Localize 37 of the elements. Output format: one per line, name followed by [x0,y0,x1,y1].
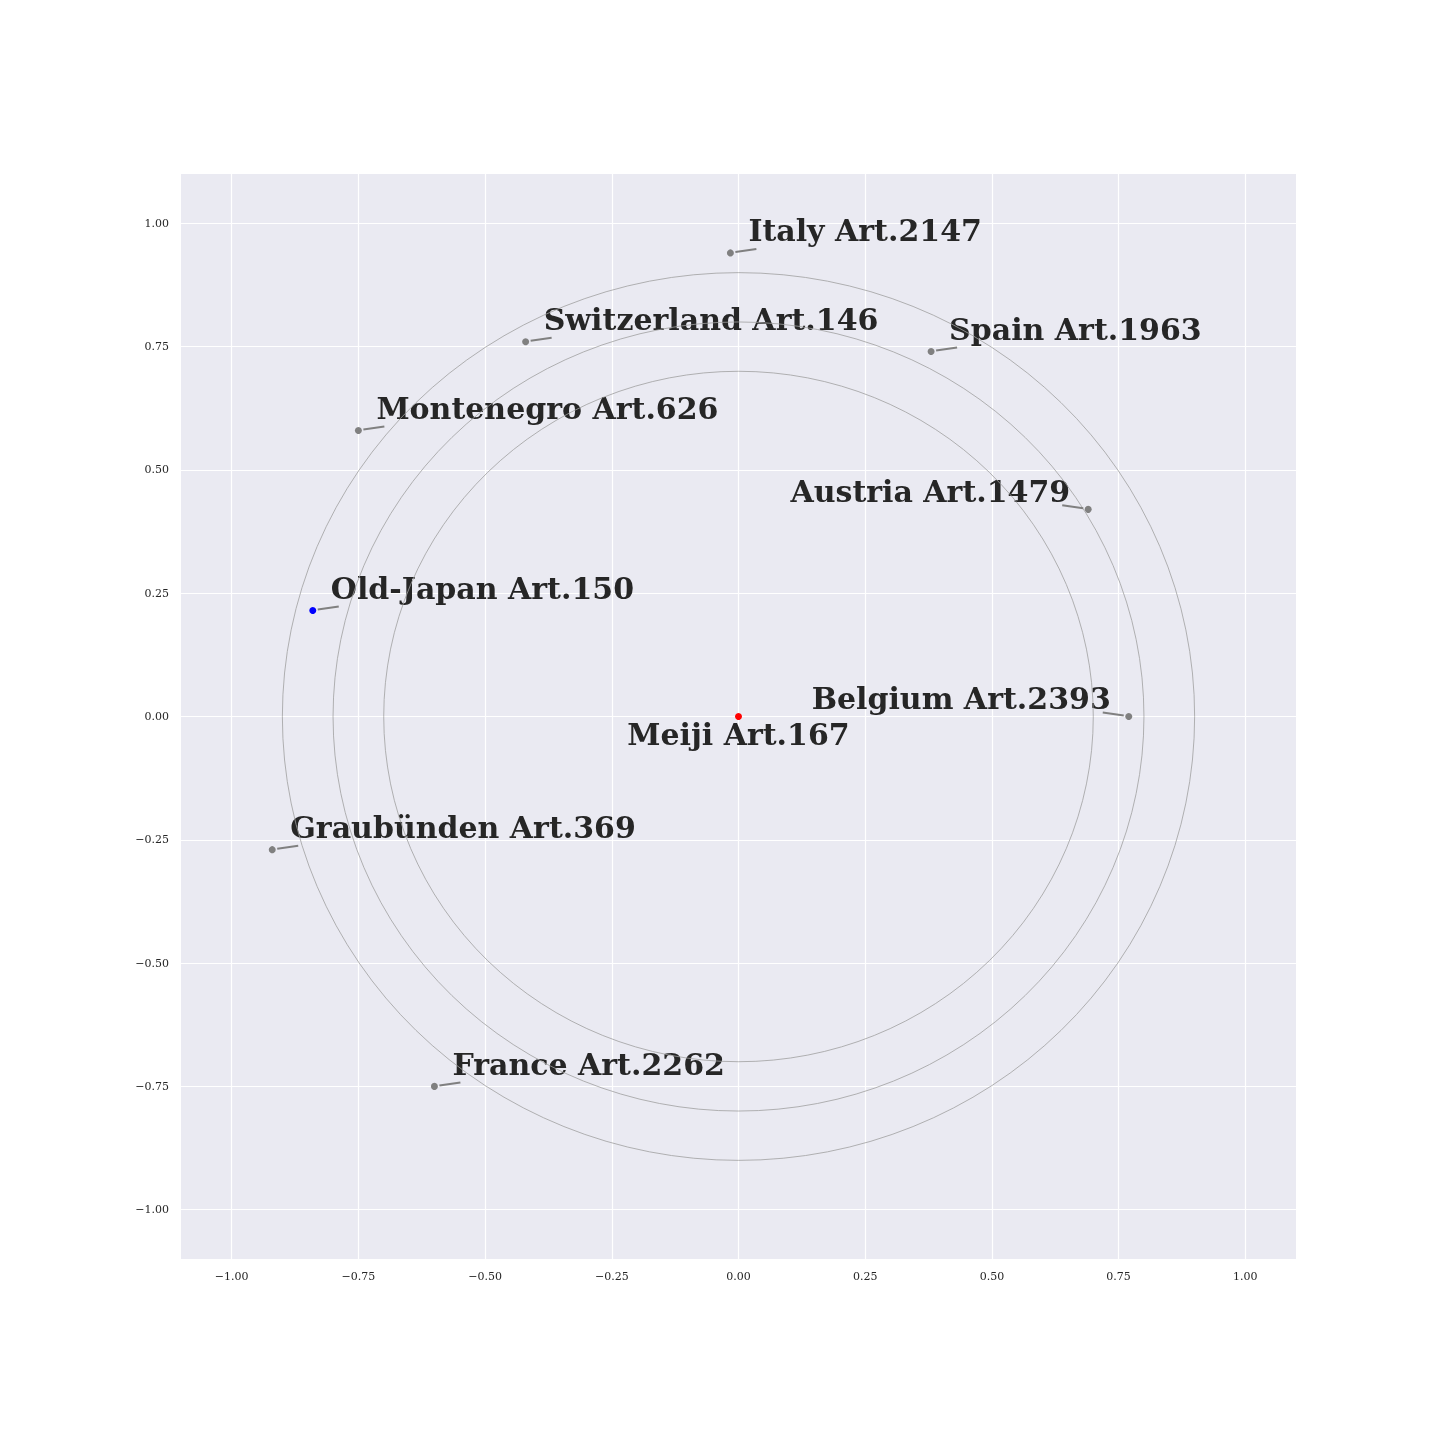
point [522,338,530,346]
x-tick-label: 0.75 [1106,1270,1131,1283]
x-tick-label: −0.75 [341,1270,376,1283]
y-tick-label: −0.25 [135,833,169,847]
x-tick-label: −0.50 [468,1270,502,1283]
annotation: Belgium Art.2393 [811,681,1111,716]
point [430,1082,438,1090]
annotation: Montenegro Art.626 [376,390,719,426]
y-tick-label: 0.00 [144,710,169,723]
x-tick-label: 1.00 [1233,1270,1258,1283]
x-tick-label: 0.50 [979,1270,1005,1283]
annotation: France Art.2262 [452,1046,725,1082]
annotation: Graubünden Art.369 [290,810,636,846]
annotation: Old-Japan Art.150 [330,570,635,606]
point [309,606,317,614]
point [268,846,276,854]
point [1084,505,1092,513]
y-tick-label: −1.00 [135,1203,169,1217]
annotation: Switzerland Art.146 [543,302,879,338]
x-tick-label: 0.00 [726,1270,751,1283]
y-tick-label: 0.75 [144,340,169,354]
annotation: Italy Art.2147 [748,213,982,249]
y-tick-label: 0.50 [144,463,169,477]
point [726,249,734,257]
y-tick-label: −0.50 [135,956,169,970]
y-tick-label: 1.00 [144,216,169,230]
x-tick-label: −1.00 [214,1270,249,1283]
x-tick-label: 0.25 [852,1270,878,1283]
annotation: Spain Art.1963 [949,312,1202,348]
annotation: Meiji Art.167 [627,717,850,752]
y-tick-label: −0.75 [135,1079,169,1093]
x-tick-label: −0.25 [594,1270,629,1283]
annotation: Austria Art.1479 [789,473,1071,509]
point [354,426,362,434]
y-tick-label: 0.25 [144,586,169,600]
point [1125,713,1133,720]
point [927,348,935,356]
